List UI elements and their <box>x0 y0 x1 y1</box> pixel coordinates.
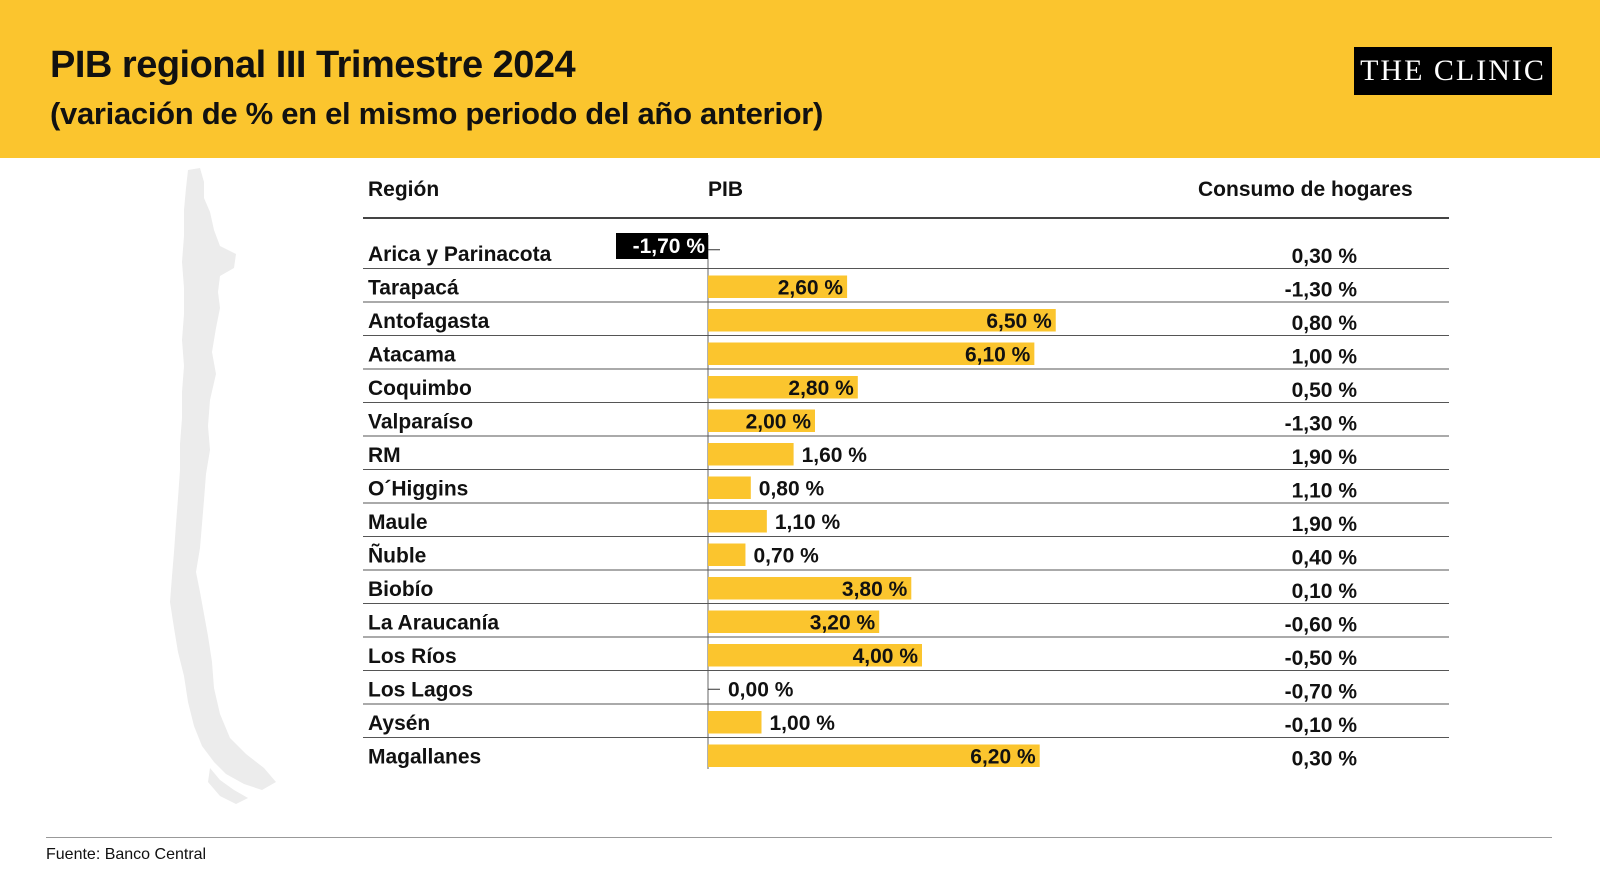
region-label: Magallanes <box>368 745 481 768</box>
pib-value-label: -1,70 % <box>633 235 706 258</box>
region-label: Los Ríos <box>368 645 457 668</box>
pib-value-label: 0,80 % <box>759 477 825 500</box>
region-label: Antofagasta <box>368 310 490 333</box>
column-header-region: Región <box>368 178 440 201</box>
consumo-value-label: -0,50 % <box>1285 647 1358 670</box>
pib-value-label: 3,20 % <box>810 611 876 634</box>
pib-bar <box>708 342 1035 365</box>
region-label: Maule <box>368 511 428 534</box>
pib-value-label: 1,00 % <box>770 712 836 735</box>
source-note: Fuente: Banco Central <box>46 846 207 863</box>
pib-value-label: 2,00 % <box>746 410 812 433</box>
region-label: Aysén <box>368 712 430 735</box>
consumo-value-label: 0,30 % <box>1292 747 1358 770</box>
region-label: Arica y Parinacota <box>368 243 552 266</box>
chart-title: PIB regional III Trimestre 2024 <box>50 44 576 86</box>
pib-value-label: 4,00 % <box>853 645 919 668</box>
region-label: Tarapacá <box>368 276 459 299</box>
pib-bar <box>708 711 762 734</box>
consumo-value-label: 1,10 % <box>1292 479 1358 502</box>
the-clinic-logo: THE CLINIC <box>1354 47 1552 95</box>
pib-bar <box>708 543 746 566</box>
pib-bar <box>708 510 767 533</box>
region-label: Ñuble <box>368 544 426 567</box>
pib-value-label: 6,20 % <box>970 745 1036 768</box>
consumo-value-label: 1,90 % <box>1292 513 1358 536</box>
footer-divider <box>46 837 1552 838</box>
consumo-value-label: -1,30 % <box>1285 278 1358 301</box>
consumo-value-label: 0,30 % <box>1292 245 1358 268</box>
consumo-value-label: -0,10 % <box>1285 714 1358 737</box>
pib-bar <box>708 577 912 600</box>
region-label: O´Higgins <box>368 477 468 500</box>
pib-value-label: 0,70 % <box>753 544 819 567</box>
pib-bar <box>708 476 751 499</box>
consumo-value-label: 0,80 % <box>1292 312 1358 335</box>
consumo-value-label: -1,30 % <box>1285 412 1358 435</box>
header-band: PIB regional III Trimestre 2024 (variaci… <box>0 0 1600 158</box>
pib-bar <box>708 744 1040 767</box>
consumo-value-label: 0,10 % <box>1292 580 1358 603</box>
pib-bar <box>708 376 858 399</box>
column-header-pib: PIB <box>708 178 744 201</box>
region-label: La Araucanía <box>368 611 499 634</box>
consumo-value-label: -0,70 % <box>1285 680 1358 703</box>
pib-bar <box>708 443 794 466</box>
chile-map-icon <box>170 168 276 804</box>
pib-value-label: 2,80 % <box>788 377 854 400</box>
pib-value-label: 2,60 % <box>778 276 844 299</box>
pib-value-label: 0,00 % <box>728 678 794 701</box>
pib-bar <box>708 644 922 667</box>
consumo-value-label: 1,00 % <box>1292 345 1358 368</box>
consumo-value-label: 0,50 % <box>1292 379 1358 402</box>
negative-label-box <box>616 233 708 259</box>
consumo-value-label: 1,90 % <box>1292 446 1358 469</box>
pib-bar <box>708 610 880 633</box>
header-divider <box>363 217 1449 219</box>
column-header-consumo: Consumo de hogares <box>1198 178 1413 201</box>
pib-value-label: 1,60 % <box>802 444 868 467</box>
pib-value-label: 6,50 % <box>986 310 1052 333</box>
chart-subtitle: (variación de % en el mismo periodo del … <box>50 96 824 131</box>
region-label: Biobío <box>368 578 433 601</box>
consumo-value-label: 0,40 % <box>1292 546 1358 569</box>
pib-value-label: 6,10 % <box>965 343 1031 366</box>
pib-bar <box>708 275 848 298</box>
region-label: Coquimbo <box>368 377 472 400</box>
region-label: Valparaíso <box>368 410 473 433</box>
pib-bar <box>708 409 815 432</box>
pib-value-label: 1,10 % <box>775 511 841 534</box>
pib-bar <box>708 309 1056 332</box>
consumo-value-label: -0,60 % <box>1285 613 1358 636</box>
pib-value-label: 3,80 % <box>842 578 908 601</box>
region-label: Atacama <box>368 343 456 366</box>
region-label: RM <box>368 444 401 467</box>
region-label: Los Lagos <box>368 678 473 701</box>
